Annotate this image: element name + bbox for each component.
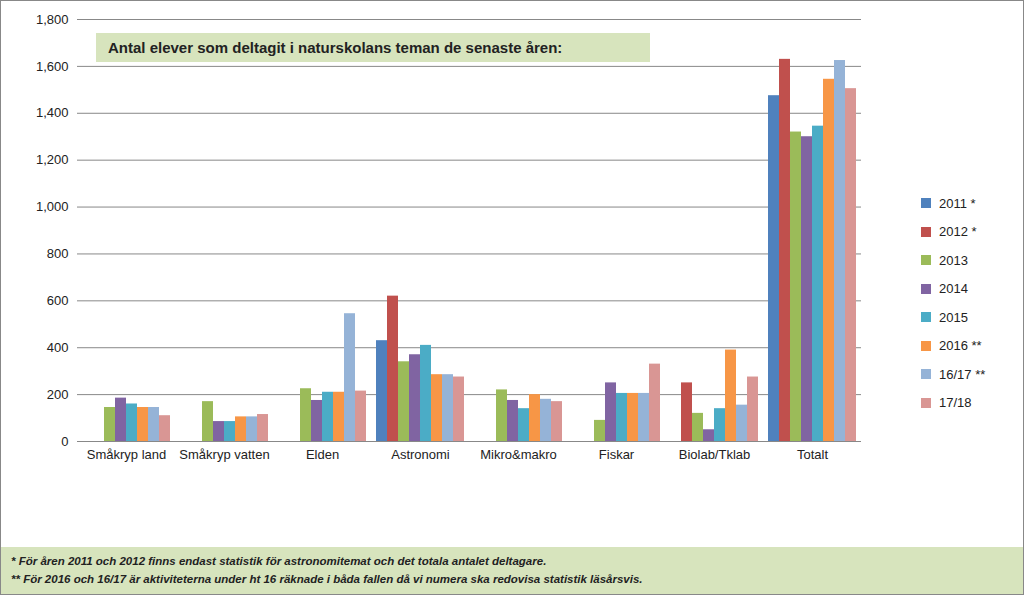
html-text:2013: 2013 [939,252,968,268]
svg-text:Småkryp vatten: Småkryp vatten [179,447,269,462]
svg-text:1,800: 1,800 [36,12,69,27]
html-text:17/18: 17/18 [939,395,972,411]
html-text:2015: 2015 [939,309,968,325]
html-text:2011 *: 2011 * [939,195,976,211]
html-text:2016 **: 2016 ** [939,338,982,354]
html-text:2014: 2014 [939,281,968,297]
svg-text:800: 800 [47,246,69,261]
svg-text:Biolab/Tklab: Biolab/Tklab [679,447,751,462]
svg-text:Småkryp land: Småkryp land [87,447,166,462]
svg-text:Astronomi: Astronomi [391,447,450,462]
html-text:16/17 **: 16/17 ** [939,366,986,382]
html-text:Antal elever som deltagit i na: Antal elever som deltagit i naturskolans… [108,39,563,56]
svg-text:Totalt: Totalt [797,447,828,462]
svg-text:400: 400 [47,340,69,355]
html-text:* För åren 2011 och 2012 finns: * För åren 2011 och 2012 finns endast st… [11,555,547,567]
svg-text:Elden: Elden [306,447,339,462]
svg-text:600: 600 [47,293,69,308]
svg-text:0: 0 [61,434,68,449]
svg-text:1,200: 1,200 [36,152,69,167]
svg-text:Fiskar: Fiskar [599,447,635,462]
html-text:2012 *: 2012 * [939,224,977,240]
svg-text:Mikro&makro: Mikro&makro [480,447,557,462]
svg-text:1,000: 1,000 [36,199,69,214]
html-text:** För 2016 och 16/17 är aktiv: ** För 2016 och 16/17 är aktiviteterna u… [11,573,643,585]
svg-text:200: 200 [47,387,69,402]
svg-text:1,600: 1,600 [36,59,69,74]
svg-text:1,400: 1,400 [36,105,69,120]
